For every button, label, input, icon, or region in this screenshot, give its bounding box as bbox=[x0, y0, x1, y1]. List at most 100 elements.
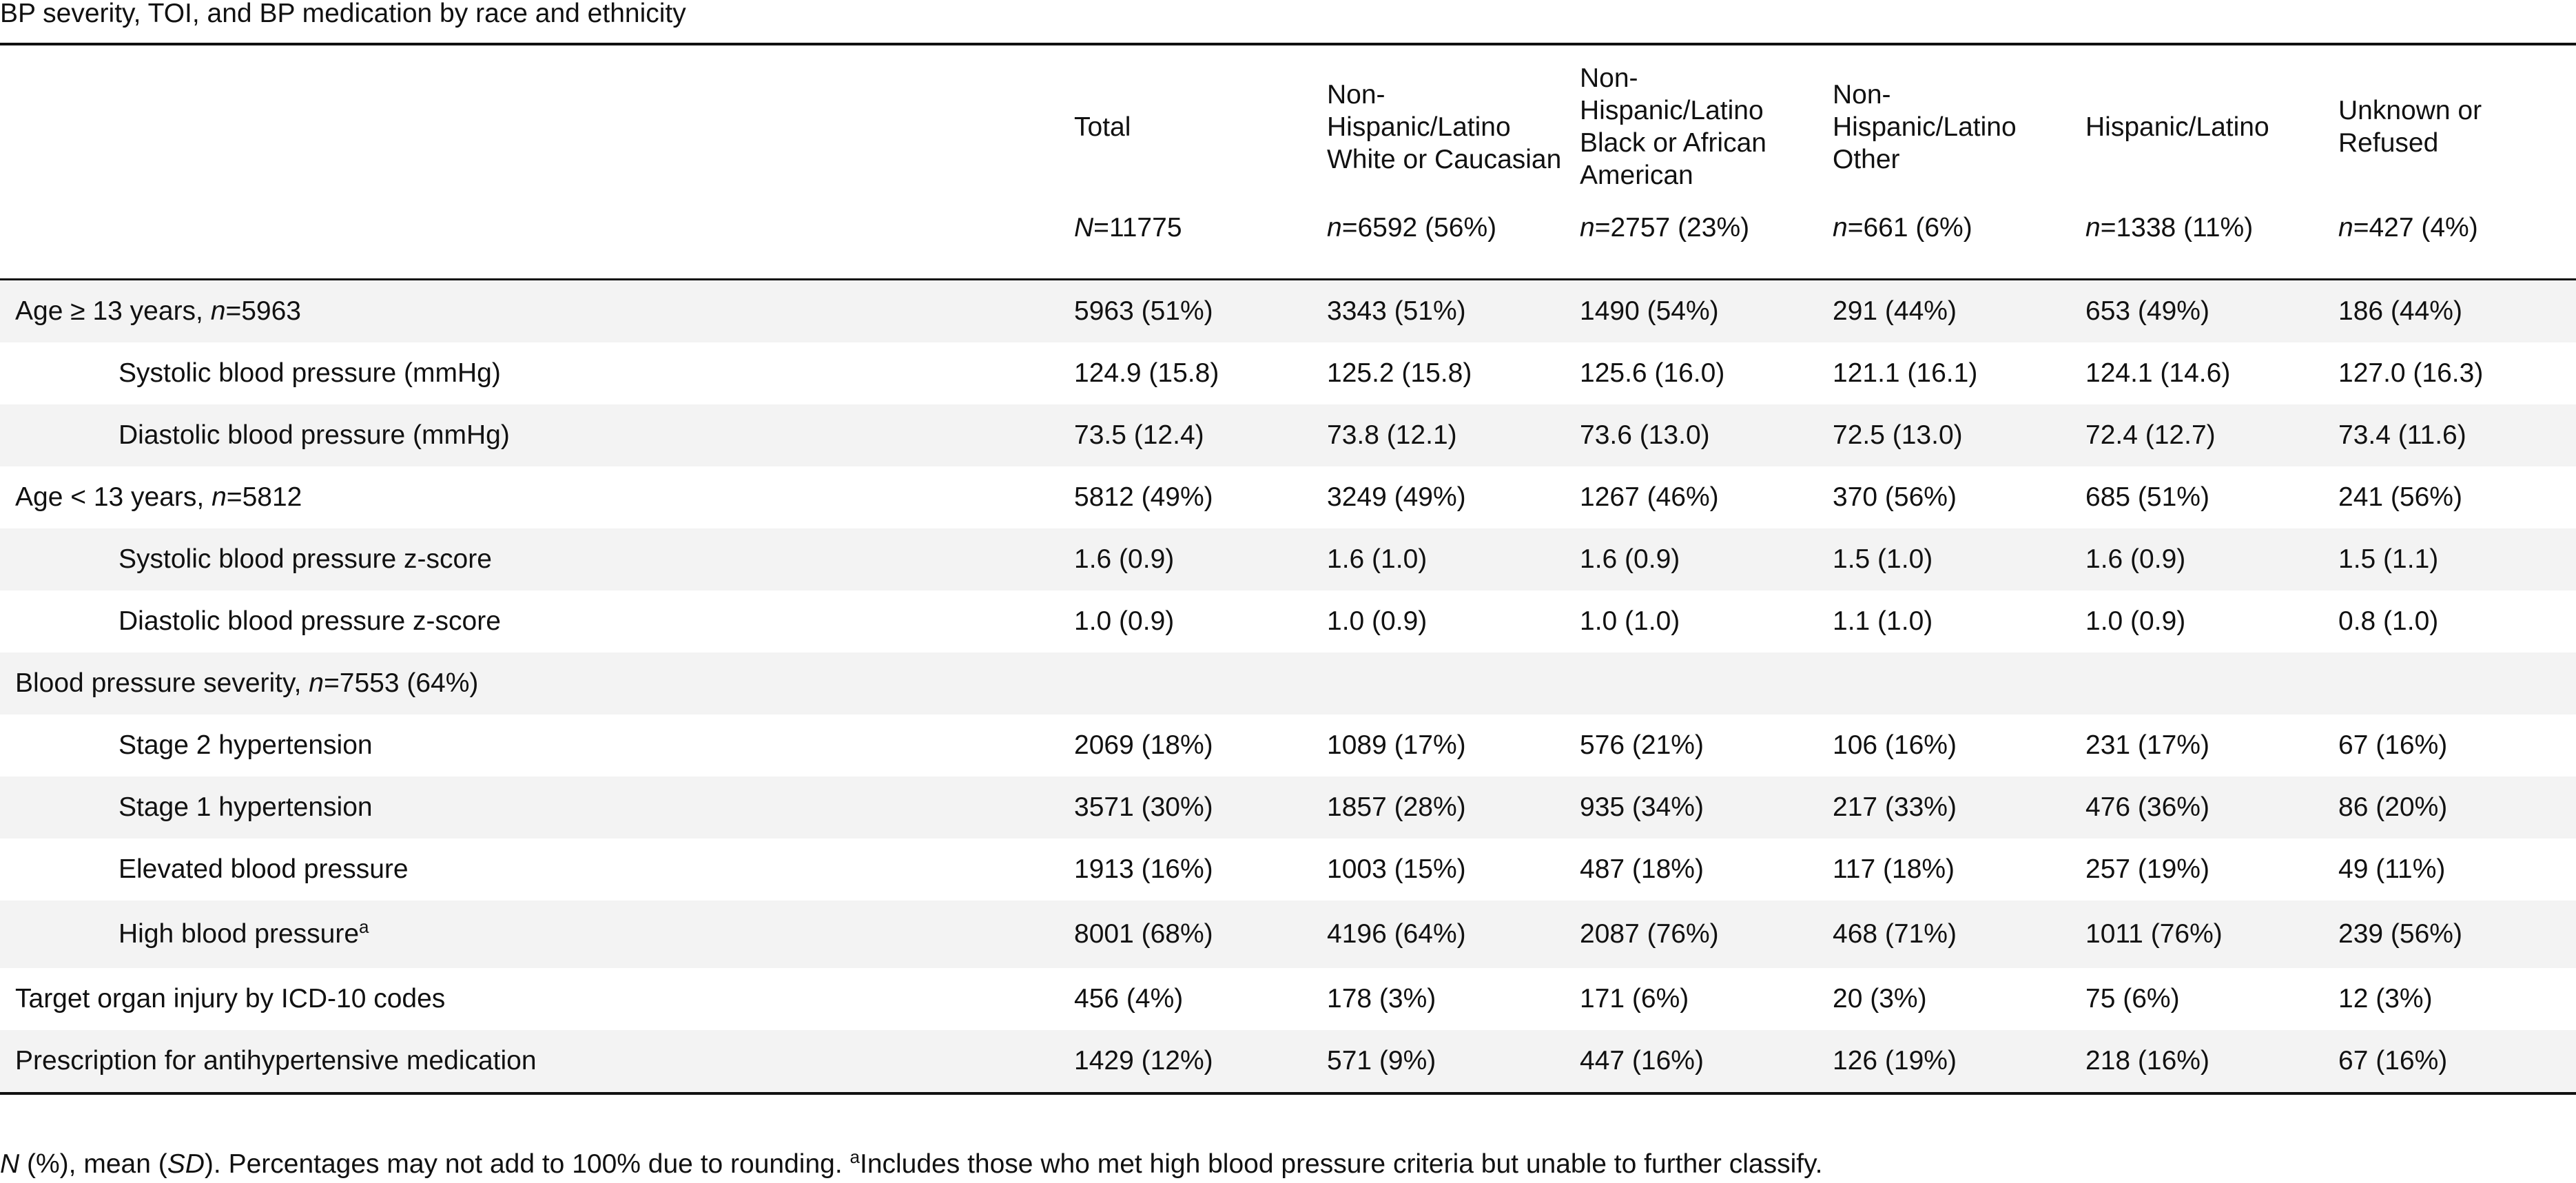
table-cell: 73.5 (12.4) bbox=[1059, 404, 1312, 466]
table-cell: 1.5 (1.1) bbox=[2323, 528, 2576, 590]
table-cell: 1.6 (0.9) bbox=[1059, 528, 1312, 590]
table-cell bbox=[2070, 652, 2323, 714]
table-cell: 1.0 (0.9) bbox=[1327, 606, 1428, 636]
table-cell: 370 (56%) bbox=[1833, 482, 1957, 512]
table-cell: 571 (9%) bbox=[1312, 1030, 1565, 1093]
row-label: Prescription for antihypertensive medica… bbox=[0, 1030, 1059, 1093]
table-row: High blood pressurea 8001 (68%) 4196 (64%)… bbox=[0, 901, 2576, 968]
header-cell-other: Non-Hispanic/Latino Other n=661 (6%) bbox=[1817, 44, 2070, 280]
table-cell: 291 (44%) bbox=[1817, 279, 2070, 342]
table-cell: 106 (16%) bbox=[1833, 730, 1957, 760]
table-cell: 73.6 (13.0) bbox=[1565, 404, 1817, 466]
header-cell-white: Non-Hispanic/Latino White or Caucasian n… bbox=[1312, 44, 1565, 280]
table-cell: 1.0 (0.9) bbox=[1074, 606, 1175, 636]
table-cell: 935 (34%) bbox=[1565, 776, 1817, 839]
table-caption: BP severity, TOI, and BP medication by r… bbox=[0, 0, 686, 28]
table-cell: 2069 (18%) bbox=[1074, 730, 1213, 760]
table-cell: 1.6 (1.0) bbox=[1312, 528, 1565, 590]
table-cell: 12 (3%) bbox=[2338, 984, 2433, 1014]
table-cell: 73.4 (11.6) bbox=[2323, 404, 2576, 466]
table-row: Systolic blood pressure (mmHg) 124.9 (15.… bbox=[0, 342, 2576, 404]
row-label: Diastolic blood pressure (mmHg) bbox=[0, 404, 1059, 466]
table-cell: 1.5 (1.0) bbox=[1817, 528, 2070, 590]
row-label: Stage 2 hypertension bbox=[119, 730, 373, 760]
table-row: Diastolic blood pressure z-score 1.0 (0.9… bbox=[0, 590, 2576, 652]
table-cell: 241 (56%) bbox=[2338, 482, 2462, 512]
column-count: n=661 (6%) bbox=[1833, 213, 1972, 243]
table-cell bbox=[1059, 652, 1312, 714]
table-cell: 20 (3%) bbox=[1833, 984, 1927, 1014]
table-cell: 1429 (12%) bbox=[1059, 1030, 1312, 1093]
table-cell: 127.0 (16.3) bbox=[2338, 358, 2484, 388]
table-row: Blood pressure severity, n=7553 (64%) bbox=[0, 652, 2576, 714]
table-row: Age ≥ 13 years, n=5963 5963 (51%) 3343 (51… bbox=[0, 279, 2576, 342]
column-label: Non-Hispanic/Latino White or Caucasian bbox=[1327, 79, 1562, 174]
table-cell: 8001 (68%) bbox=[1059, 901, 1312, 968]
table-cell: 4196 (64%) bbox=[1312, 901, 1565, 968]
table-row: Stage 1 hypertension 3571 (30%) 1857 (28%)… bbox=[0, 776, 2576, 839]
table-cell: 239 (56%) bbox=[2323, 901, 2576, 968]
table-row: Age < 13 years, n=5812 5812 (49%) 3249 (49… bbox=[0, 466, 2576, 528]
column-label: Non-Hispanic/Latino Black or African Ame… bbox=[1580, 63, 1766, 190]
table-cell: 1.1 (1.0) bbox=[1833, 606, 1933, 636]
table-footnote: N (%), mean (SD). Percentages may not ad… bbox=[0, 1146, 1823, 1179]
table-cell: 3249 (49%) bbox=[1327, 482, 1466, 512]
table-cell: 67 (16%) bbox=[2338, 730, 2448, 760]
table-cell: 447 (16%) bbox=[1565, 1030, 1817, 1093]
table-cell: 476 (36%) bbox=[2070, 776, 2323, 839]
table-row: Diastolic blood pressure (mmHg) 73.5 (12.… bbox=[0, 404, 2576, 466]
table-cell: 468 (71%) bbox=[1817, 901, 2070, 968]
table-cell: 1003 (15%) bbox=[1327, 854, 1466, 884]
table-row: Elevated blood pressure 1913 (16%) 1003 (1… bbox=[0, 839, 2576, 901]
table-cell: 1089 (17%) bbox=[1327, 730, 1466, 760]
row-label: Systolic blood pressure (mmHg) bbox=[119, 358, 501, 388]
table-cell: 73.8 (12.1) bbox=[1312, 404, 1565, 466]
table-row: Stage 2 hypertension 2069 (18%) 1089 (17%)… bbox=[0, 714, 2576, 776]
column-count: n=6592 (56%) bbox=[1327, 213, 1497, 243]
column-count: n=427 (4%) bbox=[2338, 213, 2478, 243]
table-cell: 178 (3%) bbox=[1327, 984, 1436, 1014]
table-cell: 121.1 (16.1) bbox=[1833, 358, 1978, 388]
row-label: Systolic blood pressure z-score bbox=[0, 528, 1059, 590]
table-cell: 171 (6%) bbox=[1580, 984, 1689, 1014]
row-label: Elevated blood pressure bbox=[119, 854, 409, 884]
table-cell: 1.0 (0.9) bbox=[2085, 606, 2186, 636]
table-cell: 2087 (76%) bbox=[1565, 901, 1817, 968]
row-label: Target organ injury by ICD-10 codes bbox=[15, 984, 446, 1014]
table-cell: 1857 (28%) bbox=[1312, 776, 1565, 839]
column-label: Non-Hispanic/Latino Other bbox=[1833, 79, 2017, 174]
table-cell: 186 (44%) bbox=[2323, 279, 2576, 342]
table-cell: 72.4 (12.7) bbox=[2070, 404, 2323, 466]
table-cell: 1267 (46%) bbox=[1580, 482, 1719, 512]
table-cell: 1913 (16%) bbox=[1074, 854, 1213, 884]
table-cell: 72.5 (13.0) bbox=[1817, 404, 2070, 466]
table-cell bbox=[1817, 652, 2070, 714]
row-label: Diastolic blood pressure z-score bbox=[119, 606, 501, 636]
table-cell: 5963 (51%) bbox=[1059, 279, 1312, 342]
header-cell-hispanic: Hispanic/Latino n=1338 (11%) bbox=[2070, 44, 2323, 280]
table-cell: 218 (16%) bbox=[2070, 1030, 2323, 1093]
table-cell: 126 (19%) bbox=[1817, 1030, 2070, 1093]
table-row: Systolic blood pressure z-score 1.6 (0.9)… bbox=[0, 528, 2576, 590]
table-cell: 124.9 (15.8) bbox=[1074, 358, 1219, 388]
table-cell: 231 (17%) bbox=[2085, 730, 2209, 760]
table-cell: 86 (20%) bbox=[2323, 776, 2576, 839]
table-cell: 124.1 (14.6) bbox=[2085, 358, 2231, 388]
table-cell: 685 (51%) bbox=[2085, 482, 2209, 512]
column-count: n=2757 (23%) bbox=[1580, 213, 1750, 243]
table-cell: 0.8 (1.0) bbox=[2338, 606, 2439, 636]
table-cell: 125.6 (16.0) bbox=[1580, 358, 1725, 388]
table-cell: 456 (4%) bbox=[1074, 984, 1184, 1014]
header-cell-unknown: Unknown or Refused n=427 (4%) bbox=[2323, 44, 2576, 280]
table-cell: 1490 (54%) bbox=[1565, 279, 1817, 342]
table-cell bbox=[1312, 652, 1565, 714]
table-cell: 1011 (76%) bbox=[2070, 901, 2323, 968]
table-cell: 1.0 (1.0) bbox=[1580, 606, 1680, 636]
data-table: Total N=11775 Non-Hispanic/Latino White … bbox=[0, 43, 2576, 1095]
table-cell bbox=[2323, 652, 2576, 714]
table-cell: 5812 (49%) bbox=[1074, 482, 1213, 512]
table-cell: 67 (16%) bbox=[2323, 1030, 2576, 1093]
table-cell: 117 (18%) bbox=[1833, 854, 1955, 884]
table-row: Prescription for antihypertensive medica… bbox=[0, 1030, 2576, 1093]
row-label: Age < 13 years, n=5812 bbox=[15, 482, 302, 512]
